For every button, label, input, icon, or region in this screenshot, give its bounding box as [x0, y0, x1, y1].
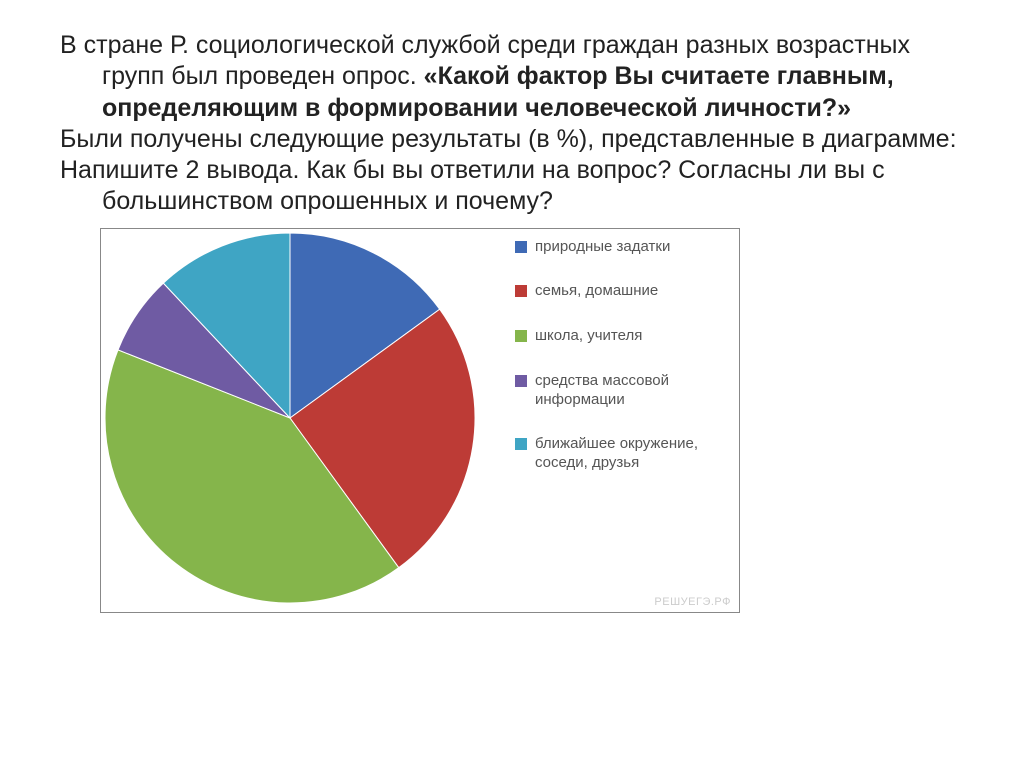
legend-label: школа, учителя [535, 327, 642, 346]
legend-label: семья, домашние [535, 282, 658, 301]
legend-label: ближайшее окружение, соседи, друзья [535, 435, 735, 473]
legend-label: средства массовой информации [535, 372, 735, 410]
legend-item: природные задатки [515, 238, 735, 257]
intro-p3: Напишите 2 вывода. Как бы вы ответили на… [60, 155, 964, 218]
watermark: РЕШУЕГЭ.РФ [654, 596, 731, 608]
legend-item: ближайшее окружение, соседи, друзья [515, 435, 735, 473]
chart-frame: природные задатки семья, домашние школа, у… [100, 228, 740, 613]
pie-svg [105, 233, 475, 603]
pie-chart [105, 233, 475, 608]
legend-swatch [515, 330, 527, 342]
legend-swatch [515, 438, 527, 450]
legend-label: природные задатки [535, 238, 670, 257]
intro-p2: Были получены следующие результаты (в %)… [60, 124, 964, 155]
legend: природные задатки семья, домашние школа, у… [515, 238, 735, 499]
legend-item: средства массовой информации [515, 372, 735, 410]
legend-item: школа, учителя [515, 327, 735, 346]
legend-item: семья, домашние [515, 282, 735, 301]
legend-swatch [515, 241, 527, 253]
legend-swatch [515, 375, 527, 387]
intro-text: В стране Р. социологической службой сред… [60, 30, 964, 218]
legend-swatch [515, 285, 527, 297]
